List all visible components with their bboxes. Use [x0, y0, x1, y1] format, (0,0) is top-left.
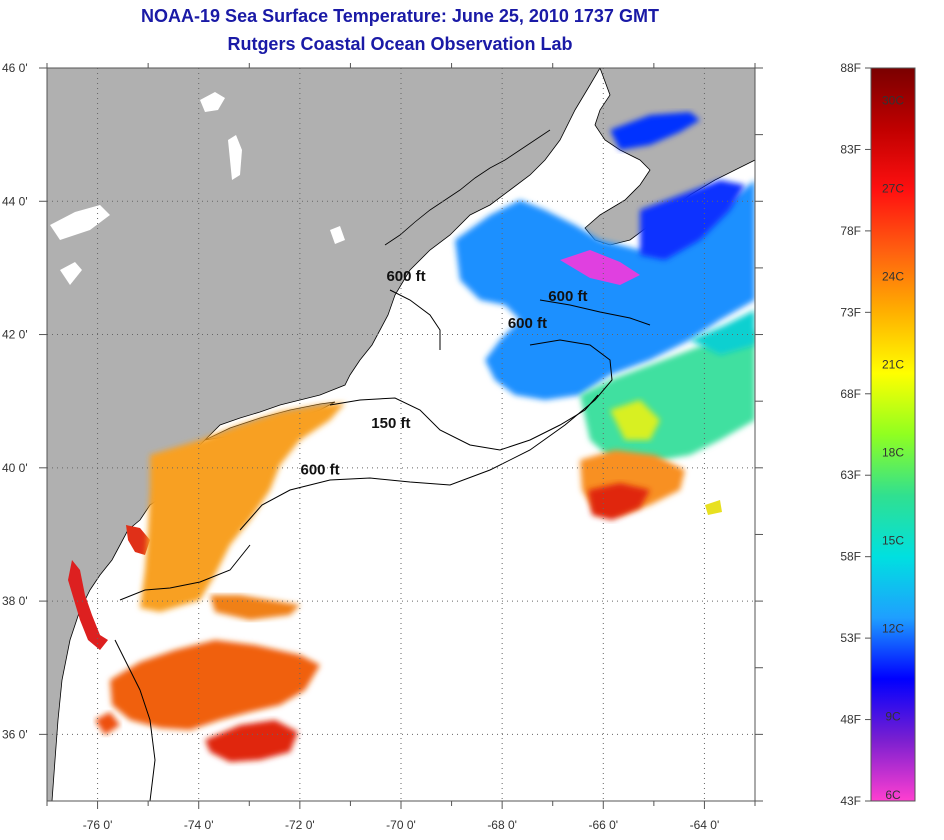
- sst-magenta-cold: [560, 250, 640, 285]
- colorbar-label-c: 18C: [882, 445, 904, 459]
- maine-coast-detail: [384, 129, 551, 246]
- temperature-colorbar: 88F 83F 78F 73F 68F 63F 58F 53F 48F 43F 30C 27C 24C 2…: [840, 61, 916, 808]
- map-subtitle: Rutgers Coastal Ocean Observation Lab: [227, 34, 573, 54]
- map-title: NOAA-19 Sea Surface Temperature: June 25…: [141, 6, 659, 26]
- tick-label-lat: 36 0': [2, 727, 28, 741]
- colorbar-label-f: 83F: [840, 142, 861, 156]
- colorbar-label-c: 30C: [882, 94, 904, 108]
- colorbar-label-c: 6C: [885, 788, 901, 802]
- isobath-label: 600 ft: [508, 315, 547, 332]
- colorbar-label-f: 88F: [840, 61, 861, 75]
- colorbar-label-f: 78F: [840, 224, 861, 238]
- isobath-label: 150 ft: [371, 415, 410, 432]
- tick-label-lon: -68 0': [487, 818, 517, 832]
- colorbar-label-f: 43F: [840, 794, 861, 808]
- tick-label-lat: 46 0': [2, 61, 28, 75]
- tick-label-lat: 40 0': [2, 461, 28, 475]
- sst-warm-patch: [95, 712, 120, 735]
- sst-scotian-cold: [640, 180, 745, 260]
- lake-patch: [330, 226, 345, 244]
- colorbar-label-c: 15C: [882, 533, 904, 547]
- colorbar-label-c: 21C: [882, 357, 904, 371]
- tick-label-lon: -72 0': [285, 818, 315, 832]
- isobath-label: 600 ft: [386, 268, 425, 285]
- colorbar-label-c: 12C: [882, 621, 904, 635]
- colorbar-label-f: 58F: [840, 550, 861, 564]
- sst-delaware-bay: [126, 525, 150, 555]
- colorbar-label-f: 53F: [840, 631, 861, 645]
- colorbar-label-f: 68F: [840, 387, 861, 401]
- sst-warm-patch: [110, 640, 320, 730]
- lake-patch: [60, 262, 82, 285]
- axis-ticks: -76 0' -74 0' -72 0' -70 0' -68 0' -66 0' -64 …: [2, 61, 763, 832]
- tick-label-lat: 38 0': [2, 594, 28, 608]
- colorbar-label-f: 48F: [840, 713, 861, 727]
- sst-chesapeake-bay: [68, 560, 108, 650]
- sst-warm-core: [205, 720, 298, 762]
- graticule: [47, 68, 755, 801]
- tick-label-lon: -70 0': [386, 818, 416, 832]
- colorbar-label-c: 24C: [882, 269, 904, 283]
- sst-shelf-warm: [140, 403, 345, 612]
- tick-label-lon: -74 0': [184, 818, 214, 832]
- lake-patch: [200, 92, 225, 112]
- lake-patch: [50, 205, 110, 240]
- sst-warm-eddy-core: [588, 483, 650, 520]
- tick-label-lat: 42 0': [2, 328, 28, 342]
- tick-label-lon: -76 0': [83, 818, 113, 832]
- colorbar-label-c: 27C: [882, 182, 904, 196]
- colorbar-label-c: 9C: [885, 709, 901, 723]
- isobath-lines: [114, 289, 651, 801]
- land-canada: [584, 68, 755, 246]
- lake-patch: [228, 135, 242, 180]
- tick-label-lon: -66 0': [588, 818, 618, 832]
- sst-slope-yellow: [610, 400, 660, 440]
- colorbar-label-f: 63F: [840, 468, 861, 482]
- isobath-label: 600 ft: [548, 288, 587, 305]
- sst-bay-of-fundy: [610, 112, 700, 150]
- colorbar-gradient: [870, 67, 916, 802]
- colorbar-label-f: 73F: [840, 305, 861, 319]
- sst-yellow-patch: [705, 500, 722, 515]
- isobath-label: 600 ft: [300, 461, 339, 478]
- tick-label-lon: -64 0': [690, 818, 720, 832]
- sst-slope-cyan: [690, 310, 755, 355]
- tick-label-lat: 44 0': [2, 194, 28, 208]
